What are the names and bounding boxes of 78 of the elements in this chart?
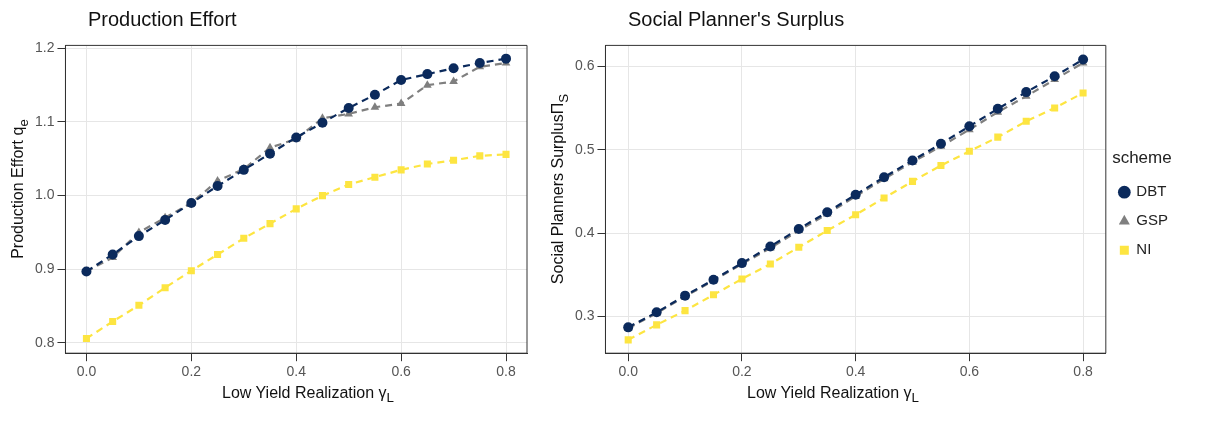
point [992,103,1003,114]
point [449,76,458,84]
chart-title: Production Effort [88,8,238,32]
point [502,150,510,158]
point [292,205,300,213]
point [422,69,433,80]
point [345,181,353,189]
legend-title: scheme [1112,148,1172,168]
point [318,192,326,200]
x-axis-title: Low Yield Realization γ$_{L}$ [746,384,920,406]
point [738,275,746,283]
x-tick-label: 0.4 [286,363,307,380]
y-tick-label: 1.1 [34,112,55,129]
point [965,147,973,155]
x-tick-label: 0.4 [845,363,866,380]
point [397,166,405,174]
point [852,211,860,219]
point [161,284,169,292]
y-tick-label: 0.8 [34,333,55,350]
x-tick-label: 0.0 [618,363,639,380]
point [937,161,945,170]
point [187,267,195,275]
point [653,321,661,329]
y-tick-label: 0.3 [574,307,595,324]
y-tick-label: 0.5 [574,140,595,157]
point [135,301,143,309]
point [317,117,328,128]
point [82,334,90,343]
point [265,148,276,159]
x-tick-label: 0.2 [732,363,752,380]
point [908,177,917,185]
chart-title: Social Planner's Surplus [628,8,846,32]
point [1051,104,1059,112]
point [396,75,407,86]
point [214,250,222,259]
point [266,220,274,228]
y-tick-label: 1.2 [34,39,55,56]
y-tick-label: 1.0 [34,186,55,203]
point [109,318,117,326]
point [396,98,406,107]
point [343,102,354,113]
point [133,231,144,242]
x-axis-title: Low Yield Realization γ$_{L}$ [221,384,395,406]
point [371,173,379,181]
point [880,194,888,202]
point [476,152,484,160]
point [1079,89,1087,97]
x-tick-label: 0.6 [391,363,412,380]
point [1021,87,1032,98]
point [369,89,380,100]
point [240,234,248,242]
x-tick-label: 0.8 [496,363,516,380]
point [423,80,432,88]
point [795,243,803,251]
point [450,156,458,164]
point [823,227,831,235]
legend-label: DBT [1136,182,1167,200]
y-tick-label: 0.4 [574,223,595,240]
point [766,260,774,268]
point [709,291,718,299]
point [1022,117,1030,125]
legend-label: NI [1136,240,1152,258]
point [501,53,512,64]
x-tick-label: 0.8 [1073,363,1094,380]
point [160,214,171,225]
point [212,181,223,192]
x-tick-label: 0.6 [959,363,980,380]
x-tick-label: 0.0 [76,363,97,380]
x-tick-label: 0.2 [181,363,202,380]
point [448,63,459,74]
legend-label: GSP [1136,211,1169,229]
y-tick-label: 0.6 [574,57,595,74]
point [624,336,632,344]
point [423,160,431,168]
point [681,307,689,315]
point [994,133,1002,141]
point [370,102,380,110]
y-tick-label: 0.9 [34,260,55,277]
